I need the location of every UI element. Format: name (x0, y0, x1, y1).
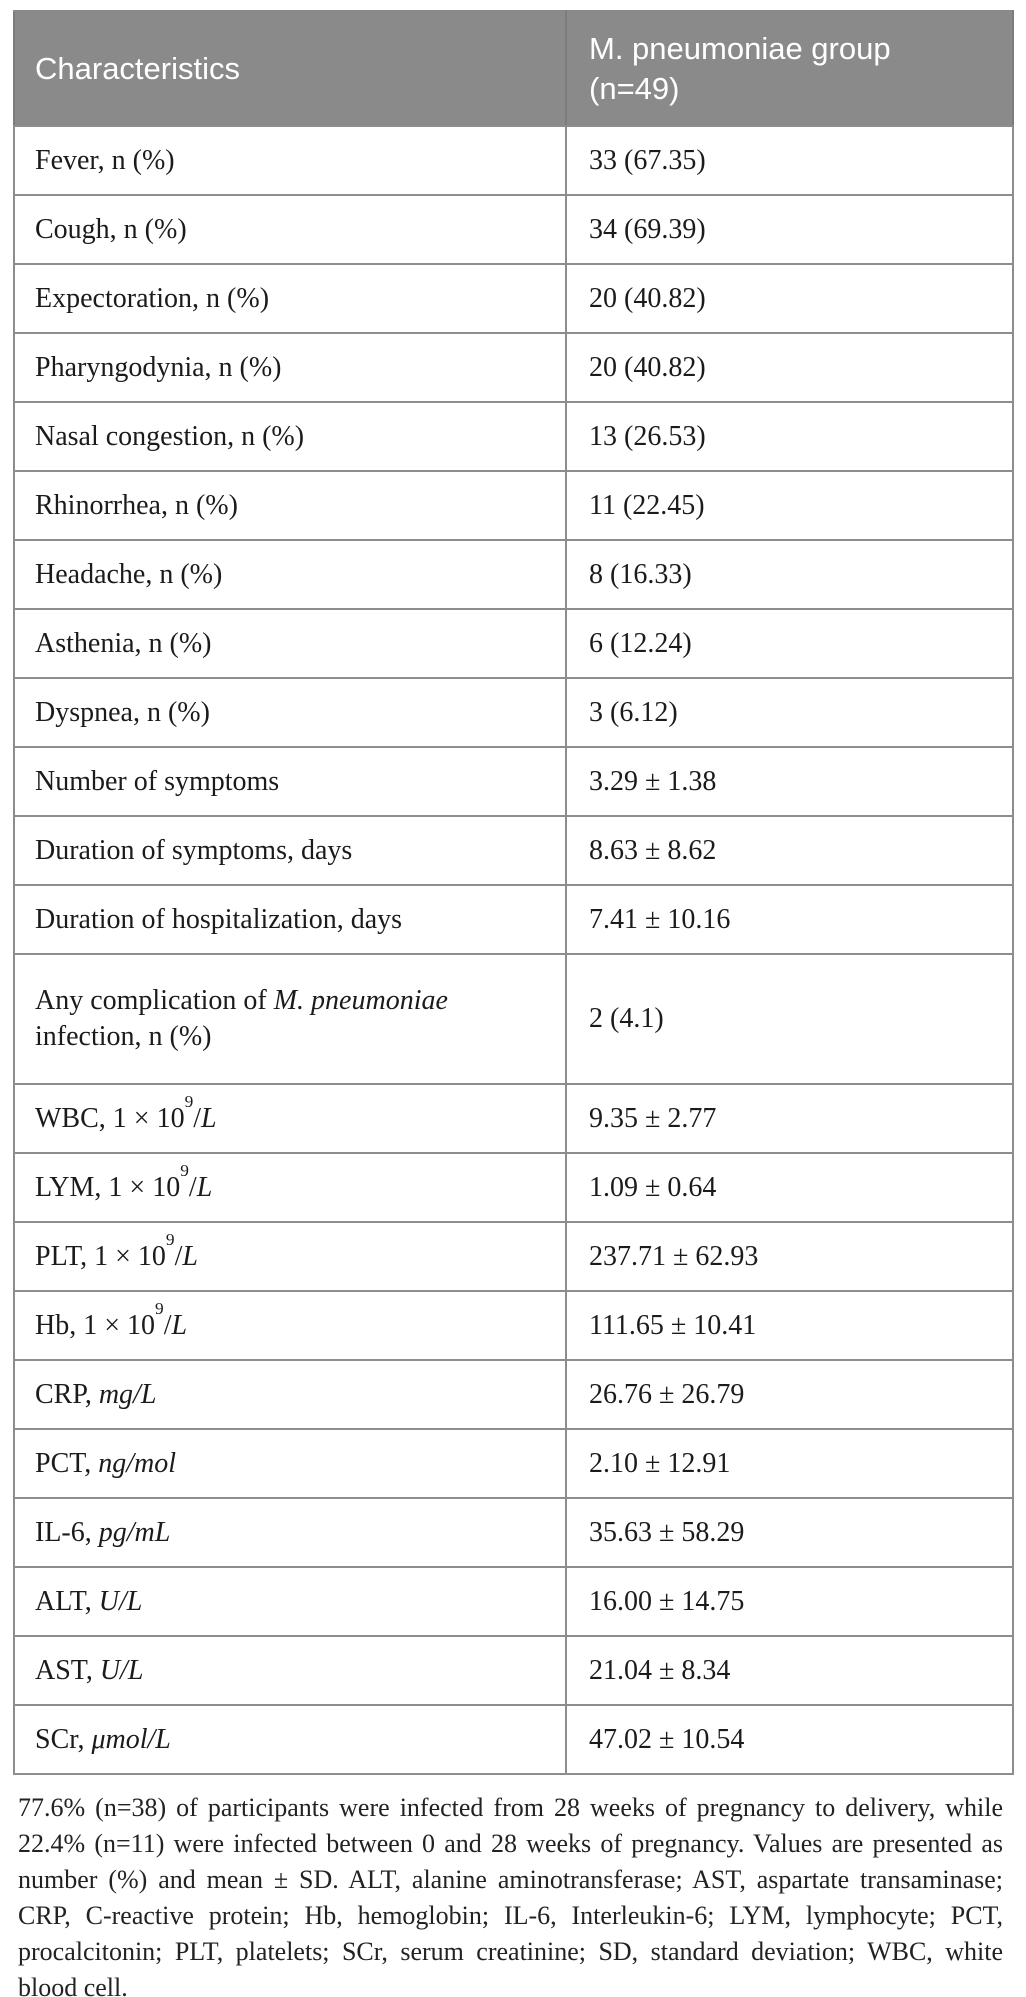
row-value: 33 (67.35) (565, 125, 1014, 196)
row-value: 237.71 ± 62.93 (565, 1221, 1014, 1292)
header-group-label-line1: M. pneumoniae group (589, 30, 891, 66)
table-row: Hb, 1 × 109/L 111.65 ± 10.41 (13, 1290, 1014, 1361)
table-row: LYM, 1 × 109/L 1.09 ± 0.64 (13, 1152, 1014, 1223)
row-value: 8.63 ± 8.62 (565, 815, 1014, 886)
row-label: CRP, mg/L (13, 1359, 567, 1430)
row-label: LYM, 1 × 109/L (13, 1152, 567, 1223)
row-value: 111.65 ± 10.41 (565, 1290, 1014, 1361)
table-row: Asthenia, n (%) 6 (12.24) (13, 608, 1014, 679)
row-label: Rhinorrhea, n (%) (13, 470, 567, 541)
row-label: Number of symptoms (13, 746, 567, 817)
footnote: 77.6% (n=38) of participants were infect… (18, 1793, 1003, 1997)
table-row: Headache, n (%) 8 (16.33) (13, 539, 1014, 610)
table-row: Pharyngodynia, n (%) 20 (40.82) (13, 332, 1014, 403)
header-characteristics-label: Characteristics (35, 50, 240, 86)
row-label: Asthenia, n (%) (13, 608, 567, 679)
characteristics-table: Characteristics M. pneumoniae group (n=4… (13, 10, 1014, 1775)
row-label: Duration of symptoms, days (13, 815, 567, 886)
row-label: Cough, n (%) (13, 194, 567, 265)
row-label: Dyspnea, n (%) (13, 677, 567, 748)
row-value: 2 (4.1) (565, 953, 1014, 1085)
table-row: Cough, n (%) 34 (69.39) (13, 194, 1014, 265)
table-row: CRP, mg/L 26.76 ± 26.79 (13, 1359, 1014, 1430)
row-value: 1.09 ± 0.64 (565, 1152, 1014, 1223)
header-characteristics-cell: Characteristics (13, 10, 567, 127)
header-group-cell: M. pneumoniae group (n=49) (565, 10, 1014, 127)
row-value: 34 (69.39) (565, 194, 1014, 265)
row-label: Duration of hospitalization, days (13, 884, 567, 955)
table-row: PLT, 1 × 109/L 237.71 ± 62.93 (13, 1221, 1014, 1292)
row-value: 47.02 ± 10.54 (565, 1704, 1014, 1775)
row-label: Expectoration, n (%) (13, 263, 567, 334)
row-value: 3 (6.12) (565, 677, 1014, 748)
row-label: IL-6, pg/mL (13, 1497, 567, 1568)
row-label: Fever, n (%) (13, 125, 567, 196)
row-label: Headache, n (%) (13, 539, 567, 610)
table-row: Duration of hospitalization, days 7.41 ± … (13, 884, 1014, 955)
row-value: 16.00 ± 14.75 (565, 1566, 1014, 1637)
table-row: IL-6, pg/mL 35.63 ± 58.29 (13, 1497, 1014, 1568)
row-label: PCT, ng/mol (13, 1428, 567, 1499)
table-row: Duration of symptoms, days 8.63 ± 8.62 (13, 815, 1014, 886)
table-row: Any complication of M. pneumoniae infect… (13, 953, 1014, 1085)
table-row: WBC, 1 × 109/L 9.35 ± 2.77 (13, 1083, 1014, 1154)
table-row: Fever, n (%) 33 (67.35) (13, 125, 1014, 196)
row-value: 11 (22.45) (565, 470, 1014, 541)
table-body: Fever, n (%) 33 (67.35) Cough, n (%) 34 (69… (13, 125, 1014, 1775)
table-row: PCT, ng/mol 2.10 ± 12.91 (13, 1428, 1014, 1499)
table-row: ALT, U/L 16.00 ± 14.75 (13, 1566, 1014, 1637)
row-label: Nasal congestion, n (%) (13, 401, 567, 472)
row-value: 13 (26.53) (565, 401, 1014, 472)
table-row: Number of symptoms 3.29 ± 1.38 (13, 746, 1014, 817)
row-value: 35.63 ± 58.29 (565, 1497, 1014, 1568)
table-row: Dyspnea, n (%) 3 (6.12) (13, 677, 1014, 748)
row-value: 9.35 ± 2.77 (565, 1083, 1014, 1154)
row-label: Any complication of M. pneumoniae infect… (13, 953, 567, 1085)
row-label: ALT, U/L (13, 1566, 567, 1637)
row-label: SCr, μmol/L (13, 1704, 567, 1775)
row-label: AST, U/L (13, 1635, 567, 1706)
table-header: Characteristics M. pneumoniae group (n=4… (13, 10, 1014, 127)
row-value: 20 (40.82) (565, 263, 1014, 334)
header-group-label-line2: (n=49) (589, 70, 680, 106)
row-label: WBC, 1 × 109/L (13, 1083, 567, 1154)
row-value: 20 (40.82) (565, 332, 1014, 403)
table-row: Expectoration, n (%) 20 (40.82) (13, 263, 1014, 334)
row-value: 7.41 ± 10.16 (565, 884, 1014, 955)
row-label: Hb, 1 × 109/L (13, 1290, 567, 1361)
row-value: 3.29 ± 1.38 (565, 746, 1014, 817)
table-row: AST, U/L 21.04 ± 8.34 (13, 1635, 1014, 1706)
table-row: Nasal congestion, n (%) 13 (26.53) (13, 401, 1014, 472)
row-value: 6 (12.24) (565, 608, 1014, 679)
row-value: 8 (16.33) (565, 539, 1014, 610)
row-value: 2.10 ± 12.91 (565, 1428, 1014, 1499)
table-row: SCr, μmol/L 47.02 ± 10.54 (13, 1704, 1014, 1775)
table-header-row: Characteristics M. pneumoniae group (n=4… (13, 10, 1014, 127)
row-value: 21.04 ± 8.34 (565, 1635, 1014, 1706)
row-label: Pharyngodynia, n (%) (13, 332, 567, 403)
table-row: Rhinorrhea, n (%) 11 (22.45) (13, 470, 1014, 541)
row-label: PLT, 1 × 109/L (13, 1221, 567, 1292)
row-value: 26.76 ± 26.79 (565, 1359, 1014, 1430)
